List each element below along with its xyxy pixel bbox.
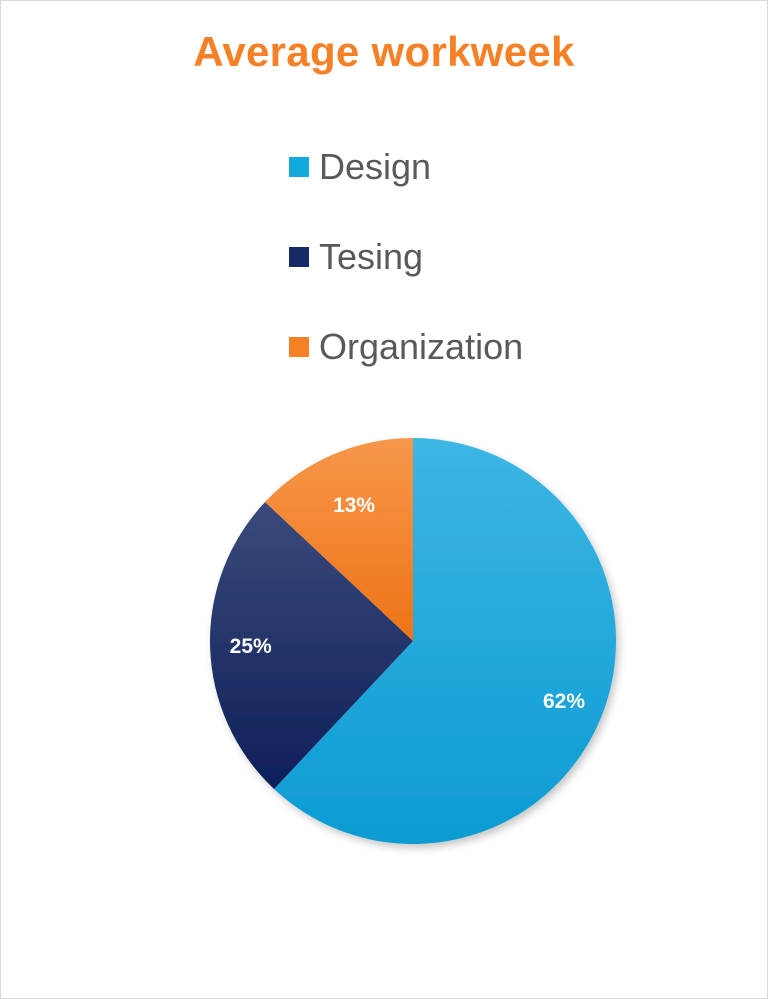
pie-slice-tesing [210,502,413,789]
pie-label-tesing: 25% [230,635,272,658]
legend-item-tesing: Tesing [289,232,423,282]
legend-item-design: Design [289,142,431,192]
legend-swatch-organization [289,337,309,357]
legend-label-organization: Organization [319,326,524,367]
pie-label-organization: 13% [333,494,375,517]
legend-label-design: Design [319,146,432,187]
pie-slice-design [274,438,617,844]
legend-swatch-tesing [289,247,309,267]
chart-title: Average workweek [193,28,575,75]
legend-item-organization: Organization [289,322,523,372]
legend-label-tesing: Tesing [319,236,424,277]
legend-swatch-design [289,157,309,177]
pie-slice-organization [265,438,413,641]
pie-label-design: 62% [543,690,585,713]
